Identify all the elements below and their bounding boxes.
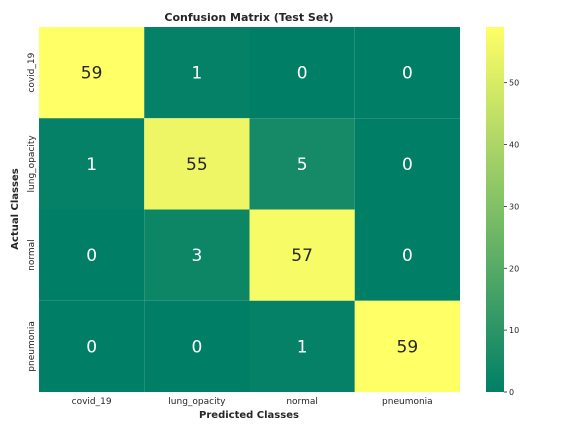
heatmap-cell (144, 27, 250, 119)
heatmap-cell (354, 209, 460, 301)
heatmap-cell (249, 118, 355, 210)
y-tick-label: normal (27, 239, 37, 271)
colorbar-tick-label: 40 (509, 141, 519, 150)
heatmap-cell (354, 118, 460, 210)
cell-value-label: 1 (86, 155, 97, 175)
colorbar-tick-label: 0 (509, 388, 514, 397)
heatmap-cell (144, 118, 250, 210)
cell-value-label: 5 (297, 155, 308, 175)
colorbar (486, 27, 504, 392)
colorbar-tick-label: 50 (509, 79, 519, 88)
x-tick-labels: covid_19 lung_opacity normal pneumonia (72, 397, 433, 407)
heatmap-cell (39, 300, 145, 392)
heatmap-cell (144, 209, 250, 301)
colorbar-ticks: 0 10 20 30 40 50 (504, 79, 519, 397)
colorbar-tick-label: 20 (509, 264, 519, 273)
cell-value-label: 0 (297, 64, 308, 84)
y-tick-label: covid_19 (27, 52, 37, 92)
cell-value-label: 0 (191, 337, 202, 357)
cell-value-label: 57 (291, 246, 313, 266)
heatmap-cell (39, 118, 145, 210)
heatmap-cell (39, 209, 145, 301)
y-tick-label: lung_opacity (27, 135, 37, 193)
heatmap-cell (354, 300, 460, 392)
cell-value-label: 1 (191, 64, 202, 84)
cell-value-label: 0 (402, 246, 413, 266)
cell-value-label: 0 (86, 337, 97, 357)
heatmap-cell-labels: 59 1 0 01 55 5 00 3 57 00 0 1 59 (81, 64, 418, 358)
heatmap-cell (249, 27, 355, 119)
cell-value-label: 59 (397, 337, 419, 357)
x-tick-label: pneumonia (382, 397, 433, 407)
cell-value-label: 0 (86, 246, 97, 266)
colorbar-tick-label: 10 (509, 326, 519, 335)
cell-value-label: 1 (297, 337, 308, 357)
cell-value-label: 0 (402, 155, 413, 175)
heatmap-cell (249, 300, 355, 392)
cell-value-label: 59 (81, 64, 103, 84)
x-axis-label: Predicted Classes (199, 410, 299, 421)
heatmap-cell (39, 27, 145, 119)
chart-title: Confusion Matrix (Test Set) (164, 11, 333, 24)
y-axis-label: Actual Classes (10, 168, 21, 249)
colorbar-tick-label: 30 (509, 202, 519, 211)
heatmap-cells (39, 27, 460, 392)
cell-value-label: 55 (186, 155, 208, 175)
x-tick-label: covid_19 (72, 397, 112, 407)
x-tick-label: lung_opacity (168, 397, 226, 407)
cell-value-label: 3 (191, 246, 202, 266)
cell-value-label: 0 (402, 64, 413, 84)
x-tick-label: normal (286, 397, 318, 407)
heatmap-cell (144, 300, 250, 392)
heatmap-cell (354, 27, 460, 119)
heatmap-cell (249, 209, 355, 301)
y-tick-label: pneumonia (27, 321, 37, 372)
